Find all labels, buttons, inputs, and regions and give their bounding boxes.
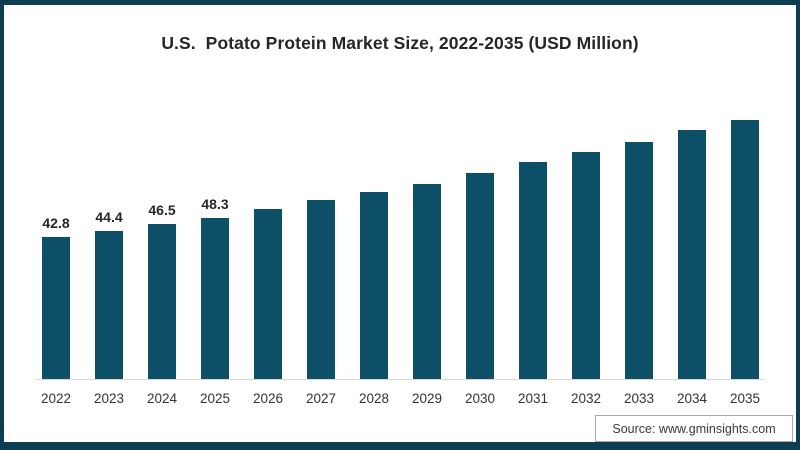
bar-column: 2026 [253,100,283,406]
x-axis-tick-label: 2028 [358,391,390,406]
source-label: Source: www.gminsights.com [612,421,776,436]
bar [254,208,282,379]
x-axis-tick-label: 2025 [199,391,231,406]
bar [148,224,176,379]
x-axis-tick-label: 2033 [623,391,655,406]
bar [95,231,123,379]
x-axis-tick-label: 2031 [517,391,549,406]
bar-column: 2028 [359,100,389,406]
x-axis-tick-label: 2032 [570,391,602,406]
x-axis-tick-label: 2035 [729,391,761,406]
bar [466,172,494,379]
bar-column: 2030 [465,100,495,406]
bar [519,162,547,379]
source-box: Source: www.gminsights.com [595,415,793,442]
bar [413,183,441,379]
bar-value-label: 46.5 [148,202,176,219]
x-axis-tick-label: 2034 [676,391,708,406]
bar-column: 2033 [624,100,654,406]
bar-column: 48.3 2025 [200,100,230,406]
bar-column: 2032 [571,100,601,406]
bar [572,151,600,379]
bar-column: 46.5 2024 [147,100,177,406]
bar-column: 2029 [412,100,442,406]
x-axis-tick-label: 2029 [411,391,443,406]
bar-value-label: 48.3 [201,196,229,213]
bar [360,191,388,379]
chart-title: U.S. Potato Protein Market Size, 2022-20… [161,33,639,53]
bar-column: 2035 [730,100,760,406]
bars-row: 42.8 2022 44.4 2023 46.5 2024 48.3 2025 2026 2027… [41,100,760,406]
bar-column: 2031 [518,100,548,406]
bar [625,141,653,379]
bar-column: 2027 [306,100,336,406]
x-axis-tick-label: 2027 [305,391,337,406]
bar [731,119,759,379]
bar [42,236,70,379]
x-axis-tick-label: 2026 [252,391,284,406]
x-axis-line [35,379,765,380]
x-axis-tick-label: 2030 [464,391,496,406]
bar-column: 44.4 2023 [94,100,124,406]
bar [678,130,706,379]
x-axis-tick-label: 2022 [40,391,72,406]
bar [201,218,229,379]
x-axis-tick-label: 2024 [146,391,178,406]
x-axis-tick-label: 2023 [93,391,125,406]
bar-value-label: 42.8 [42,214,70,231]
bar-column: 42.8 2022 [41,100,71,406]
bar-value-label: 44.4 [95,209,123,226]
bar [307,200,335,379]
bar-column: 2034 [677,100,707,406]
